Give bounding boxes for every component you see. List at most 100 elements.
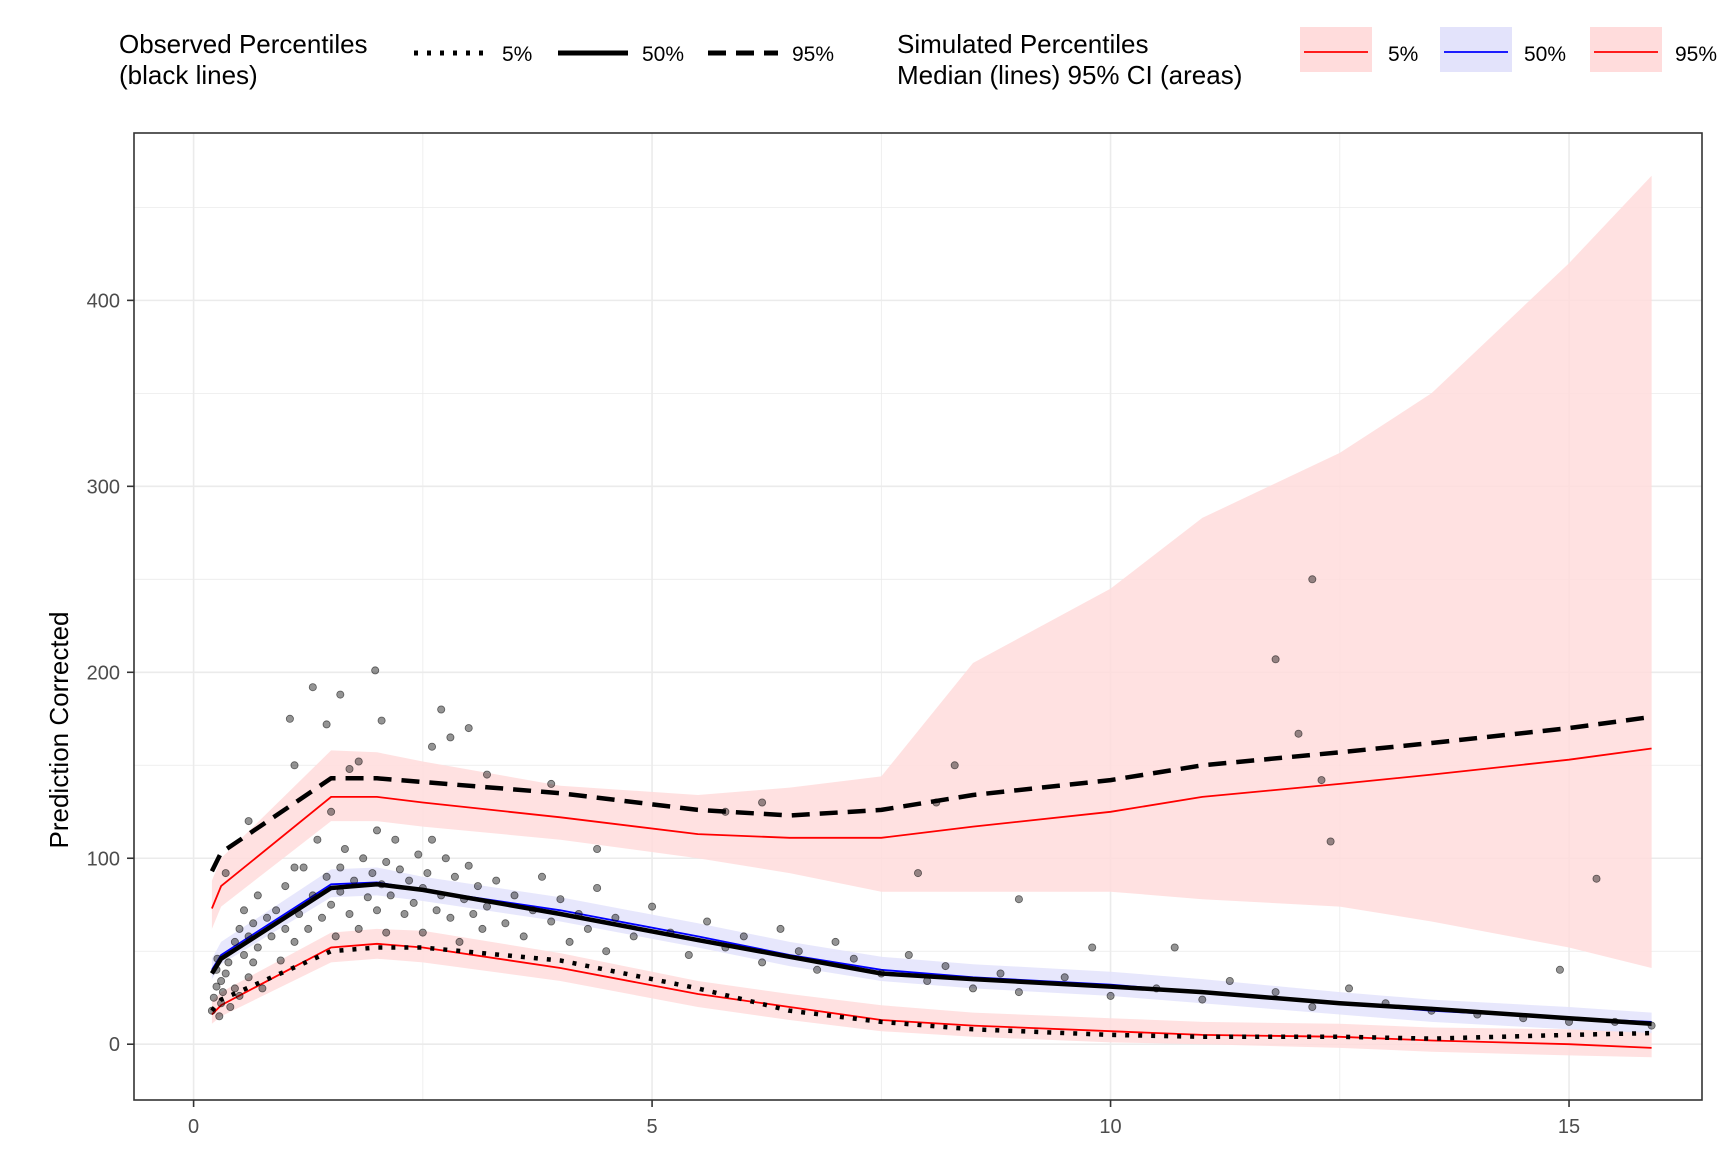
observed-point [400,910,409,919]
observed-point [446,733,455,742]
observed-point [482,902,491,911]
observed-point [224,958,233,967]
observed-point [218,988,227,997]
observed-point [547,917,556,926]
observed-point [322,720,331,729]
observed-point [226,1003,235,1012]
observed-point [304,924,313,933]
observed-point [350,876,359,885]
observed-point [1294,729,1303,738]
observed-point [538,872,547,881]
observed-point [221,869,230,878]
observed-point [1088,943,1097,952]
observed-point [703,917,712,926]
observed-point [950,761,959,770]
legend-observed-50-label: 50% [642,43,684,66]
observed-point [648,902,657,911]
observed-point [317,913,326,922]
observed-line-50pct [209,882,1652,1027]
y-tick-label: 300 [87,476,120,498]
legend-simulated-5-label: 5% [1388,43,1418,66]
observed-point [432,906,441,915]
observed-point [629,932,638,941]
observed-point [427,742,436,751]
observed-point [455,937,464,946]
observed-point [684,951,693,960]
observed-point [1326,837,1335,846]
observed-point [235,991,244,1000]
observed-point [418,928,427,937]
observed-point [340,845,349,854]
y-axis-title: Prediction Corrected [44,612,74,849]
y-axis: 0 100 200 300 400 [87,290,134,1056]
observed-point [382,858,391,867]
y-tick-label: 200 [87,662,120,684]
observed-point [611,913,620,922]
observed-point [368,869,377,878]
observed-point [556,895,565,904]
observed-point [363,893,372,902]
observed-point [758,958,767,967]
observed-point [359,854,368,863]
observed-point [253,943,262,952]
observed-point [281,882,290,891]
observed-point [450,872,459,881]
legend-simulated-title-1: Simulated Percentiles [897,29,1148,59]
observed-point [758,798,767,807]
observed-point [230,984,239,993]
observed-point [473,882,482,891]
observed-point [217,977,226,986]
observed-point [235,924,244,933]
observed-point [382,928,391,937]
legend-simulated-95-area [1590,27,1662,72]
legend-simulated-95-label: 95% [1675,43,1717,66]
observed-point [354,924,363,933]
observed-point [281,924,290,933]
observed-point [593,845,602,854]
observed-point [1271,988,1280,997]
observed-point [492,876,501,885]
sim-median-line-95pct [211,747,1652,909]
observed-point [215,1012,224,1021]
observed-point [290,863,299,872]
observed-point [1555,965,1564,974]
observed-point [969,984,978,993]
x-axis: 0 5 10 15 [188,1100,1580,1138]
observed-point [469,910,478,919]
observed-point [345,910,354,919]
observed-point [583,924,592,933]
observed-point [230,937,239,946]
observed-point [446,913,455,922]
observed-point [565,937,574,946]
plot-panel-border [133,132,1703,1101]
observed-point [290,761,299,770]
observed-point [813,965,822,974]
observed-point [276,956,285,965]
observed-point [1014,988,1023,997]
observed-point [299,863,308,872]
observed-point [253,891,262,900]
observed-point [308,683,317,692]
observed-point [501,919,510,928]
observed-point [1592,874,1601,883]
observed-point [602,947,611,956]
observed-point [831,937,840,946]
observed-point [327,900,336,909]
observed-point [1014,895,1023,904]
observed-point [547,779,556,788]
observed-point [262,913,271,922]
observed-point [327,807,336,816]
observed-point [209,993,218,1002]
observed-point [1308,575,1317,584]
observed-point [776,924,785,933]
observed-point [354,757,363,766]
observed-point [212,982,221,991]
observed-line-5pct [210,945,1652,1041]
observed-point [478,924,487,933]
ci-area-5pct [211,928,1652,1058]
observed-point [794,947,803,956]
observed-point [249,919,258,928]
legend-observed-5-label: 5% [502,43,532,66]
observed-point [371,666,380,675]
